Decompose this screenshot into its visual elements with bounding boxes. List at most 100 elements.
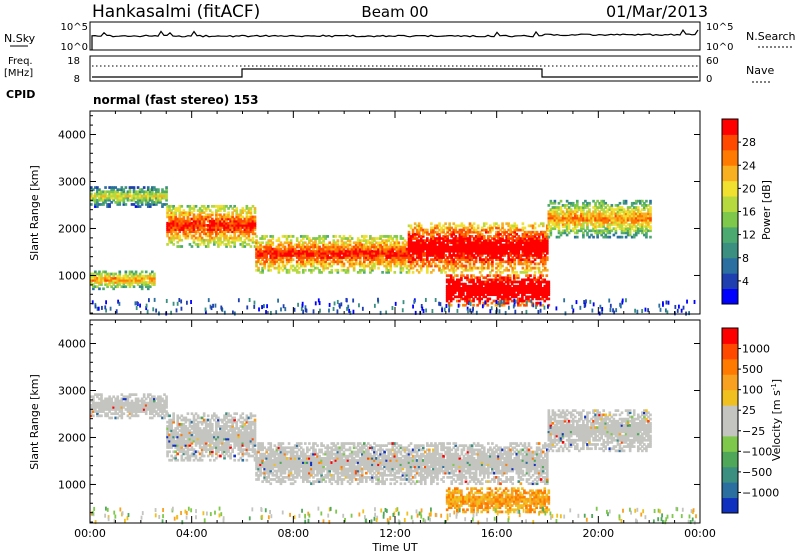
echo-cell bbox=[458, 299, 461, 303]
echo-cell bbox=[233, 243, 236, 246]
echo-cell bbox=[464, 276, 467, 280]
echo-cell bbox=[421, 249, 425, 253]
echo-cell bbox=[253, 240, 257, 244]
echo-cell bbox=[249, 228, 253, 231]
echo-cell bbox=[231, 217, 234, 221]
echo-cell bbox=[533, 230, 537, 234]
echo-cell bbox=[513, 254, 517, 257]
echo-cell bbox=[580, 216, 583, 220]
echo-cell bbox=[114, 412, 118, 416]
echo-cell bbox=[237, 221, 241, 225]
echo-cell bbox=[609, 303, 612, 308]
echo-cell bbox=[575, 225, 579, 228]
echo-cell bbox=[144, 283, 148, 286]
echo-cell bbox=[527, 299, 530, 303]
echo-cell bbox=[487, 247, 490, 251]
echo-cell bbox=[480, 291, 484, 294]
echo-cell bbox=[545, 245, 549, 249]
echo-cell bbox=[541, 295, 545, 299]
echo-cell bbox=[102, 287, 105, 291]
echo-cell bbox=[559, 212, 563, 216]
echo-cell bbox=[350, 254, 354, 257]
echo-cell bbox=[415, 247, 419, 251]
echo-cell bbox=[478, 280, 481, 284]
echo-cell bbox=[280, 307, 282, 312]
echo-cell bbox=[257, 268, 260, 272]
echo-cell bbox=[445, 299, 449, 303]
echo-cell bbox=[166, 221, 169, 225]
echo-cell bbox=[161, 408, 164, 411]
echo-cell bbox=[151, 274, 154, 278]
echo-cell bbox=[444, 262, 447, 266]
echo-cell bbox=[393, 271, 397, 274]
echo-cell bbox=[116, 200, 120, 204]
echo-cell bbox=[369, 260, 372, 264]
echo-cell bbox=[636, 227, 640, 231]
echo-cell bbox=[163, 192, 166, 196]
echo-cell bbox=[198, 228, 202, 231]
echo-cell bbox=[569, 204, 573, 207]
echo-cell bbox=[142, 283, 146, 286]
echo-cell bbox=[505, 268, 508, 272]
echo-cell bbox=[190, 224, 194, 227]
echo-cell bbox=[186, 234, 190, 238]
echo-cell bbox=[497, 245, 500, 249]
echo-cell bbox=[596, 231, 599, 235]
cpid-label: CPID bbox=[6, 88, 35, 101]
echo-cell bbox=[148, 403, 152, 407]
echo-cell bbox=[202, 204, 206, 208]
echo-cell bbox=[273, 254, 277, 257]
echo-cell bbox=[647, 308, 650, 313]
echo-cell bbox=[403, 256, 407, 259]
echo-cell bbox=[596, 206, 599, 209]
echo-cell bbox=[545, 284, 549, 288]
echo-cell bbox=[567, 201, 571, 205]
echo-cell bbox=[561, 214, 565, 218]
echo-cell bbox=[306, 256, 309, 259]
echo-cell bbox=[306, 245, 309, 249]
echo-cell bbox=[541, 278, 545, 282]
echo-cell bbox=[138, 188, 142, 192]
echo-cell bbox=[472, 254, 476, 257]
echo-cell bbox=[508, 286, 512, 290]
echo-cell bbox=[490, 286, 494, 290]
echo-cell bbox=[594, 218, 597, 222]
colorbar-swatch bbox=[722, 211, 738, 228]
echo-cell bbox=[314, 258, 317, 262]
echo-cell bbox=[464, 251, 468, 255]
echo-cell bbox=[389, 237, 393, 240]
echo-cell bbox=[186, 204, 190, 208]
echo-cell bbox=[632, 201, 636, 205]
echo-cell bbox=[387, 256, 391, 259]
echo-cell bbox=[271, 260, 275, 264]
echo-cell bbox=[192, 209, 196, 212]
echo-cell bbox=[430, 230, 433, 234]
echo-cell bbox=[140, 401, 144, 405]
echo-cell bbox=[417, 222, 421, 226]
echo-cell bbox=[316, 243, 319, 247]
echo-cell bbox=[94, 410, 97, 413]
echo-cell bbox=[432, 232, 435, 236]
echo-cell bbox=[500, 291, 504, 294]
echo-cell bbox=[505, 266, 508, 270]
echo-cell bbox=[151, 399, 154, 403]
echo-cell bbox=[94, 270, 97, 274]
echo-cell bbox=[588, 214, 591, 218]
echo-cell bbox=[521, 247, 525, 251]
echo-cell bbox=[622, 227, 626, 231]
echo-cell bbox=[472, 222, 476, 226]
echo-cell bbox=[210, 230, 214, 234]
echo-cell bbox=[462, 241, 466, 245]
echo-cell bbox=[454, 226, 458, 230]
echo-cell bbox=[155, 200, 158, 204]
echo-cell bbox=[492, 274, 496, 278]
echo-cell bbox=[170, 236, 173, 240]
echo-cell bbox=[379, 243, 382, 247]
echo-cell bbox=[401, 268, 405, 272]
echo-cell bbox=[533, 271, 537, 274]
echo-cell bbox=[130, 408, 134, 411]
echo-cell bbox=[223, 221, 226, 225]
echo-cell bbox=[279, 254, 283, 257]
echo-cell bbox=[96, 395, 99, 399]
echo-cell bbox=[208, 226, 212, 229]
